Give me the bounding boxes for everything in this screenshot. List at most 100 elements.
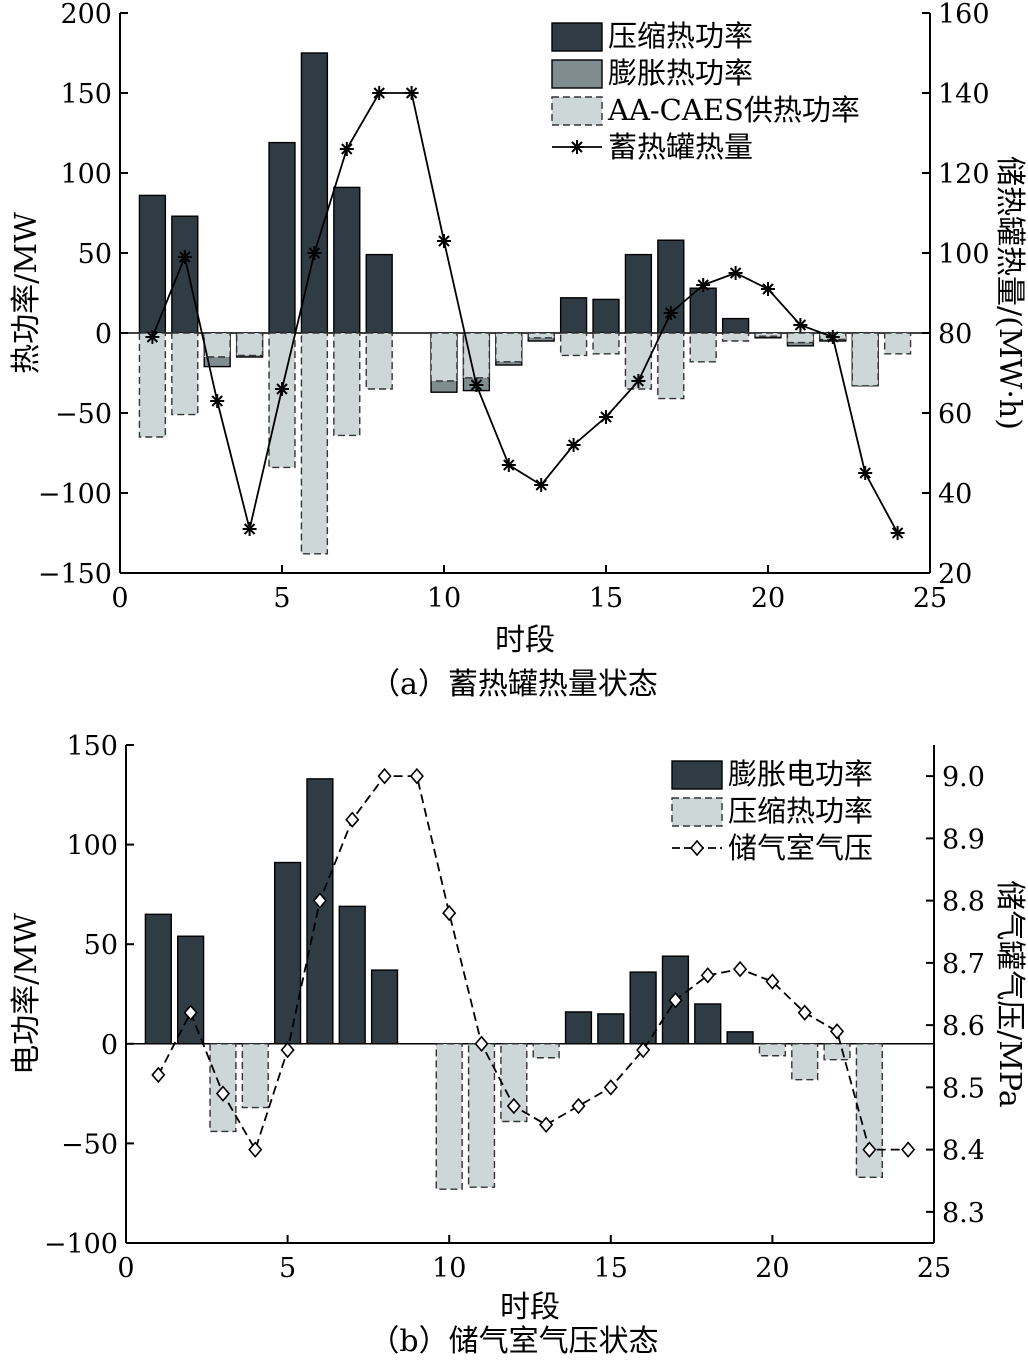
point-蓄热罐热量-16 xyxy=(631,374,646,388)
x-tick-label: 10 xyxy=(427,583,461,614)
asterisk-stroke xyxy=(859,467,871,479)
point-蓄热罐热量-21 xyxy=(793,318,808,332)
bar-AA-CAES供热功率-13 xyxy=(527,332,555,339)
point-储气室气压-9 xyxy=(409,767,424,785)
asterisk-stroke xyxy=(438,235,450,247)
point-蓄热罐热量-9 xyxy=(404,86,419,100)
y-tick-label: 0 xyxy=(101,1030,118,1061)
asterisk-stroke xyxy=(179,251,191,263)
point-储气室气压-5 xyxy=(280,1041,295,1059)
y-tick-label: 0 xyxy=(95,319,112,350)
bar-压缩热功率-14 xyxy=(559,297,588,334)
point-储气室气压-21 xyxy=(797,1004,812,1021)
legend-label: 膨胀电功率 xyxy=(728,757,873,791)
asterisk-stroke xyxy=(276,383,288,395)
y-tick-label: 100 xyxy=(60,159,112,190)
x-tick-label: 15 xyxy=(589,583,623,614)
bar-压缩热功率-8 xyxy=(365,253,393,334)
bar-AA-CAES供热功率-2 xyxy=(171,332,199,416)
point-蓄热罐热量-4 xyxy=(242,522,257,536)
bar-膨胀电功率-5 xyxy=(273,861,302,1045)
x-tick-label: 5 xyxy=(279,1253,296,1284)
bar-压缩热功率-13 xyxy=(532,1043,560,1059)
bar-压缩热功率-3 xyxy=(209,1043,237,1133)
y-tick-label: −100 xyxy=(44,1229,118,1260)
point-储气室气压-7 xyxy=(345,811,360,828)
point-蓄热罐热量-5 xyxy=(275,382,289,396)
bar-AA-CAES供热功率-17 xyxy=(657,332,685,400)
point-蓄热罐热量-24 xyxy=(890,526,905,540)
chart-a: 0 5 10 15 20 25−150−100−500501001502002040608… xyxy=(9,0,1027,702)
y-tick-label: 50 xyxy=(84,930,118,961)
y-tick-label: −50 xyxy=(55,399,112,430)
y2-tick-label: 8.5 xyxy=(942,1073,985,1104)
point-储气室气压-20 xyxy=(765,973,780,990)
point-储气室气压-3 xyxy=(215,1085,231,1102)
y2-tick-label: 80 xyxy=(938,319,972,350)
y2-tick-label: 160 xyxy=(938,0,990,30)
asterisk-stroke xyxy=(567,439,580,451)
y-tick-label: 100 xyxy=(66,831,118,862)
bar-AA-CAES供热功率-1 xyxy=(138,332,167,438)
asterisk-stroke xyxy=(146,331,159,343)
bar-压缩热功率-21 xyxy=(791,1043,819,1081)
bar-膨胀电功率-2 xyxy=(177,935,205,1045)
asterisk-stroke xyxy=(665,307,677,319)
point-储气室气压-12 xyxy=(506,1097,521,1115)
point-蓄热罐热量-2 xyxy=(177,250,192,264)
figure-caption: （a）蓄热罐热量状态 xyxy=(370,667,658,702)
y-tick-label: −100 xyxy=(38,479,112,510)
y2-tick-label: 8.3 xyxy=(942,1198,985,1229)
point-蓄热罐热量-6 xyxy=(307,246,322,260)
y2-tick-label: 8.7 xyxy=(942,949,985,980)
x-tick-label: 20 xyxy=(751,583,785,614)
bar-AA-CAES供热功率-4 xyxy=(235,332,264,357)
y-axis-label: 电功率/MW xyxy=(9,913,44,1075)
asterisk-stroke xyxy=(827,331,839,343)
point-储气室气压-19 xyxy=(733,960,748,978)
y2-tick-label: 100 xyxy=(938,239,990,270)
x-axis-label: 时段 xyxy=(495,623,555,658)
bar-AA-CAES供热功率-24 xyxy=(883,332,912,355)
point-储气室气压-17 xyxy=(668,991,683,1009)
asterisk-stroke xyxy=(762,283,774,295)
point-蓄热罐热量-10 xyxy=(437,234,451,248)
x-tick-label: 5 xyxy=(273,583,290,614)
point-储气室气压-11 xyxy=(474,1035,489,1053)
legend-swatch xyxy=(551,59,603,89)
bar-膨胀电功率-15 xyxy=(597,1013,625,1045)
y2-tick-label: 9.0 xyxy=(942,762,985,793)
asterisk-stroke xyxy=(632,375,645,387)
point-蓄热罐热量-19 xyxy=(728,266,743,280)
x-tick-label: 20 xyxy=(755,1253,789,1284)
point-蓄热罐热量-18 xyxy=(696,278,711,292)
bar-AA-CAES供热功率-20 xyxy=(754,332,782,337)
point-储气室气压-15 xyxy=(603,1079,618,1096)
point-储气室气压-10 xyxy=(442,904,457,922)
bar-压缩热功率-4 xyxy=(241,1043,269,1109)
y2-tick-label: 40 xyxy=(938,479,972,510)
legend-swatch xyxy=(551,96,603,126)
bar-膨胀电功率-16 xyxy=(629,971,657,1045)
bar-膨胀电功率-19 xyxy=(726,1031,754,1045)
y2-tick-label: 8.9 xyxy=(942,824,985,855)
bar-压缩热功率-19 xyxy=(721,317,750,334)
bar-膨胀电功率-18 xyxy=(694,1003,722,1045)
x-tick-label: 15 xyxy=(594,1253,628,1284)
bar-膨胀电功率-14 xyxy=(564,1011,593,1045)
bar-膨胀电功率-6 xyxy=(306,778,334,1045)
asterisk-stroke xyxy=(729,267,742,279)
point-蓄热罐热量-15 xyxy=(599,410,613,424)
x-tick-label: 10 xyxy=(432,1253,466,1284)
bar-压缩热功率-5 xyxy=(268,141,296,334)
bar-压缩热功率-15 xyxy=(592,298,620,334)
line-蓄热罐热量 xyxy=(151,92,899,534)
y-tick-label: 150 xyxy=(60,79,112,110)
bar-AA-CAES供热功率-3 xyxy=(203,332,231,358)
point-储气室气压-22 xyxy=(829,1023,845,1040)
x-axis-label: 时段 xyxy=(500,1290,560,1325)
bar-压缩热功率-7 xyxy=(333,186,361,334)
asterisk-stroke xyxy=(308,247,321,259)
